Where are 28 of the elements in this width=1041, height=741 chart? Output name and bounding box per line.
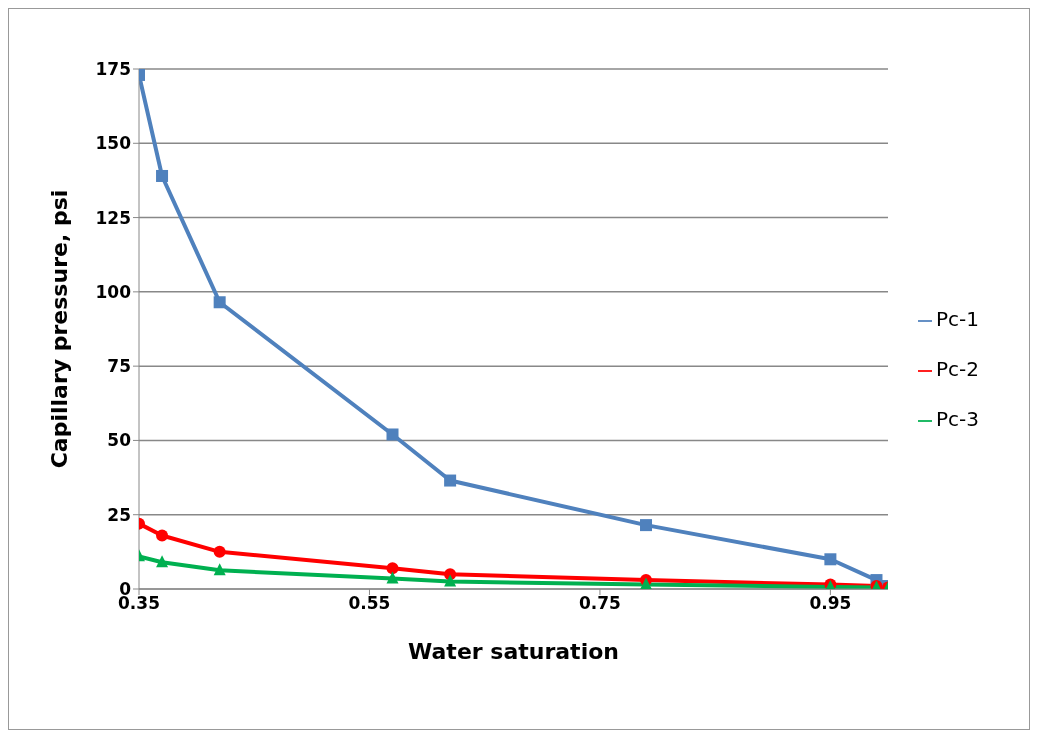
legend-label: Pc-1 [936,307,979,331]
y-tick-label: 50 [107,430,132,451]
y-tick-label: 100 [95,281,132,302]
point [213,563,226,576]
point [213,296,226,309]
point [444,474,457,487]
point [444,574,457,587]
x-tick-label: 0.55 [348,593,391,614]
point [640,519,653,532]
legend-label: Pc-2 [936,357,979,381]
y-tick-label: 125 [95,207,131,228]
point [386,571,399,584]
x-axis-title: Water saturation [408,639,619,664]
y-tick-label: 25 [107,504,131,525]
point [386,428,399,441]
point [213,545,226,558]
point [386,562,399,575]
y-tick-label: 150 [95,133,132,154]
x-tick-label: 0.95 [809,593,852,614]
y-axis-title: Capillary pressure, psi [46,189,72,469]
point [824,553,837,566]
x-tick-label: 0.75 [578,593,621,614]
point [156,529,169,542]
y-tick-label: 175 [95,59,131,80]
y-tick-label: 75 [107,356,131,377]
point [156,169,169,182]
legend-label: Pc-3 [936,407,979,431]
point [156,555,169,568]
